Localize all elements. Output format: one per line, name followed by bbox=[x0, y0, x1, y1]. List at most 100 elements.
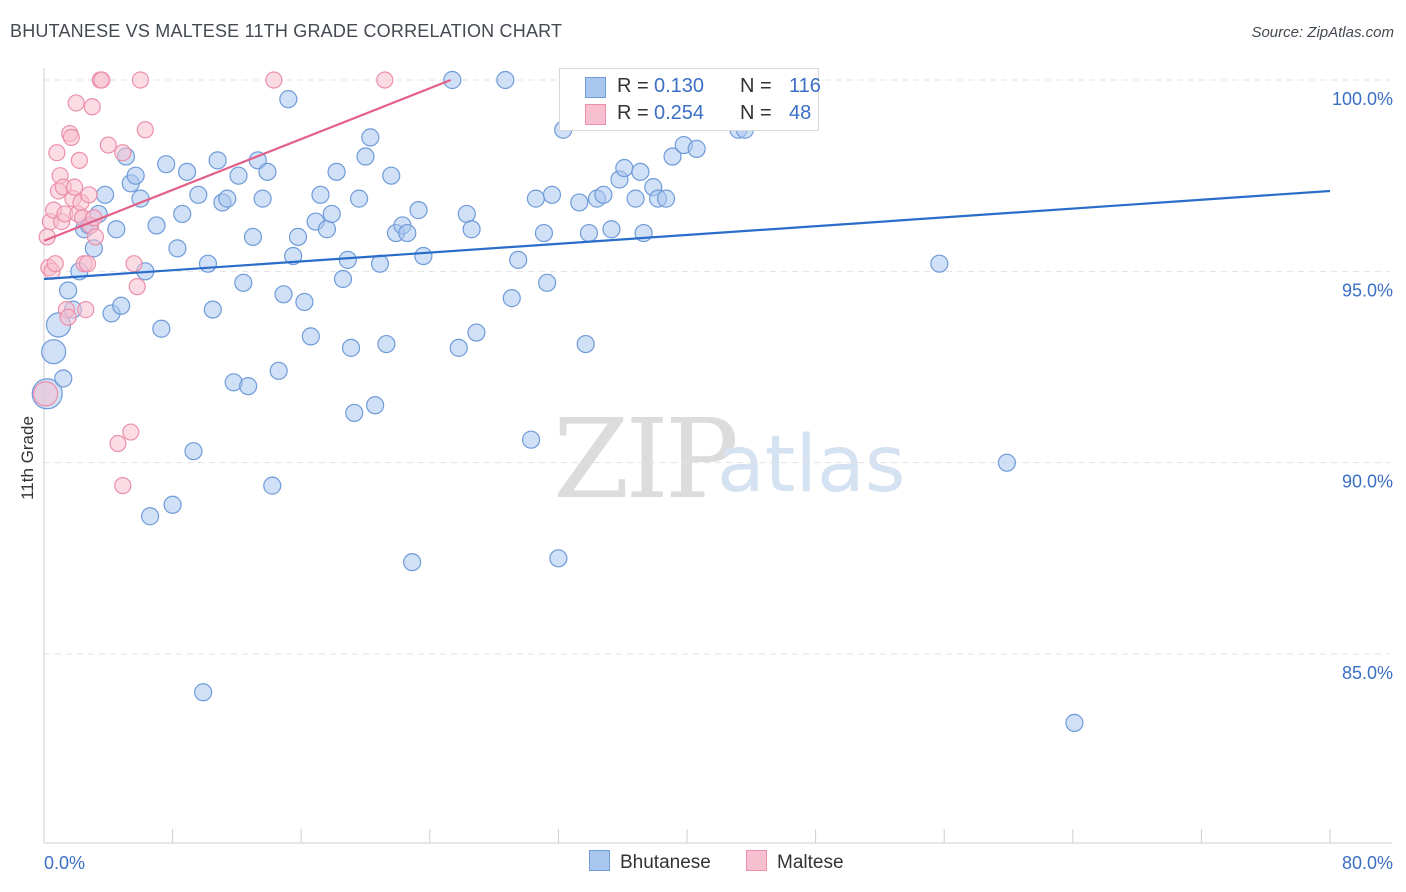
bhutanese-point bbox=[41, 339, 67, 365]
bhutanese-point bbox=[687, 139, 706, 158]
maltese-point bbox=[131, 71, 150, 89]
bhutanese-point bbox=[194, 683, 213, 702]
maltese-point bbox=[265, 71, 283, 89]
maltese-point bbox=[65, 178, 84, 196]
bhutanese-point bbox=[502, 289, 521, 308]
bhutanese-point bbox=[366, 396, 385, 415]
legend-swatch-bhutanese bbox=[585, 77, 606, 98]
legend-n-label: N = bbox=[740, 102, 772, 124]
bottom-legend-label: Maltese bbox=[777, 852, 844, 873]
axis-labels: 85.0% 90.0% 95.0% 100.0% 0.0% 80.0% 11th Grade bbox=[18, 89, 1393, 873]
bhutanese-point bbox=[457, 204, 476, 224]
bhutanese-point bbox=[112, 296, 131, 315]
bhutanese-point bbox=[229, 166, 248, 185]
bhutanese-point bbox=[198, 254, 218, 273]
bhutanese-point bbox=[59, 281, 78, 300]
maltese-point bbox=[114, 477, 132, 495]
bottom-legend-swatch-bhutanese bbox=[589, 850, 610, 871]
bhutanese-point bbox=[157, 155, 176, 174]
bhutanese-point bbox=[356, 147, 375, 166]
y-tick-label: 85.0% bbox=[1342, 663, 1393, 683]
bhutanese-point bbox=[370, 254, 390, 273]
maltese-point bbox=[125, 255, 143, 273]
bhutanese-point bbox=[54, 369, 73, 388]
maltese-point bbox=[114, 144, 132, 162]
source-credit: Source: ZipAtlas.com bbox=[1251, 24, 1394, 41]
maltese-point bbox=[376, 71, 394, 89]
y-tick-label: 100.0% bbox=[1332, 89, 1393, 109]
bottom-legend-maltese: Maltese bbox=[746, 850, 844, 874]
bottom-legend-label: Bhutanese bbox=[620, 852, 711, 873]
axes bbox=[43, 68, 1392, 844]
bhutanese-point bbox=[126, 166, 145, 185]
maltese-points bbox=[33, 71, 394, 495]
bhutanese-point bbox=[521, 430, 541, 449]
bhutanese-point bbox=[377, 334, 396, 354]
bhutanese-point bbox=[345, 403, 364, 423]
bhutanese-point bbox=[163, 495, 182, 514]
bhutanese-point bbox=[443, 70, 462, 90]
bhutanese-point bbox=[414, 246, 433, 266]
bhutanese-point bbox=[594, 185, 613, 204]
x-tick-label: 0.0% bbox=[44, 853, 85, 873]
maltese-point bbox=[59, 308, 77, 326]
bhutanese-point bbox=[288, 227, 308, 246]
bhutanese-point bbox=[168, 239, 187, 258]
bhutanese-point bbox=[203, 300, 222, 319]
maltese-point bbox=[77, 301, 95, 319]
bhutanese-point bbox=[526, 189, 545, 208]
bhutanese-point bbox=[253, 189, 272, 208]
bhutanese-point bbox=[657, 189, 676, 208]
bhutanese-point bbox=[107, 220, 126, 239]
watermark-zip: ZIP bbox=[553, 395, 739, 523]
bhutanese-point bbox=[349, 189, 369, 208]
maltese-point bbox=[83, 98, 101, 116]
maltese-point bbox=[48, 144, 66, 162]
bhutanese-point bbox=[173, 204, 192, 224]
bhutanese-point bbox=[462, 220, 481, 239]
maltese-trendline bbox=[43, 78, 452, 242]
trendlines bbox=[43, 78, 1331, 281]
bhutanese-point bbox=[549, 549, 568, 568]
legend-n-label: N = bbox=[740, 75, 772, 97]
maltese-point bbox=[93, 71, 111, 89]
bhutanese-point bbox=[542, 185, 562, 204]
bhutanese-point bbox=[333, 269, 353, 289]
bhutanese-point bbox=[317, 220, 337, 239]
bhutanese-point bbox=[301, 327, 320, 346]
bhutanese-point bbox=[496, 70, 515, 90]
maltese-point bbox=[109, 434, 127, 453]
bhutanese-point bbox=[279, 90, 298, 109]
legend-n-value: 48 bbox=[789, 102, 812, 124]
bhutanese-point bbox=[1065, 713, 1084, 732]
bhutanese-point bbox=[218, 189, 237, 208]
bhutanese-point bbox=[602, 220, 621, 239]
bhutanese-point bbox=[409, 201, 428, 220]
chart-title: BHUTANESE VS MALTESE 11TH GRADE CORRELAT… bbox=[10, 21, 563, 41]
bhutanese-point bbox=[239, 377, 258, 396]
bhutanese-point bbox=[234, 273, 253, 292]
bhutanese-point bbox=[184, 442, 203, 461]
bhutanese-point bbox=[243, 227, 263, 246]
bhutanese-point bbox=[147, 216, 166, 235]
bhutanese-point bbox=[295, 292, 314, 312]
bhutanese-point bbox=[322, 204, 341, 224]
bhutanese-point bbox=[997, 453, 1016, 472]
y-axis-label: 11th Grade bbox=[18, 416, 37, 500]
legend-r-label: R = bbox=[617, 75, 649, 97]
bhutanese-point bbox=[208, 151, 227, 170]
bhutanese-point bbox=[152, 319, 171, 338]
maltese-point bbox=[67, 94, 85, 112]
bottom-legend-bhutanese: Bhutanese bbox=[589, 850, 711, 874]
maltese-point bbox=[33, 381, 59, 407]
bhutanese-point bbox=[930, 254, 949, 273]
bhutanese-point bbox=[398, 223, 417, 243]
legend-r-value: 0.130 bbox=[654, 75, 705, 97]
bhutanese-point bbox=[579, 223, 599, 243]
bhutanese-point bbox=[263, 476, 282, 495]
legend-swatch-maltese bbox=[585, 104, 606, 125]
bhutanese-point bbox=[95, 185, 115, 204]
maltese-point bbox=[99, 136, 117, 154]
stats-legend: R = 0.130 N = 116 R = 0.254 N = 48 bbox=[559, 68, 821, 131]
bhutanese-point bbox=[284, 246, 303, 266]
